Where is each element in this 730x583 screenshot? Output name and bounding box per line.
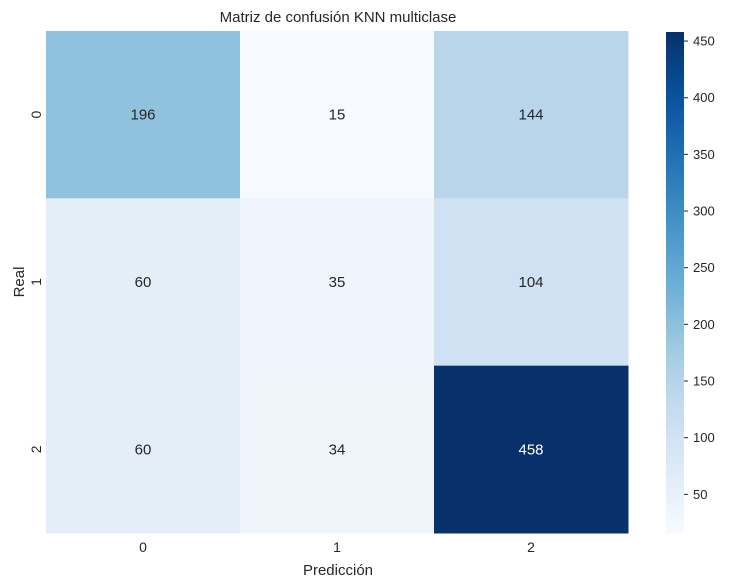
heatmap-cell: [46, 31, 241, 199]
cell-value-label: 15: [329, 107, 346, 124]
colorbar-tick-label: 100: [693, 430, 715, 445]
heatmap-cell: [240, 31, 435, 199]
chart-title: Matriz de confusión KNN multiclase: [220, 9, 457, 26]
y-axis-ticks: 0 1 2: [28, 111, 44, 454]
colorbar-tick-label: 150: [693, 374, 715, 389]
heatmap-cell: [240, 365, 435, 534]
colorbar-tick-label: 350: [693, 147, 715, 162]
x-axis-ticks: 0 1 2: [139, 539, 535, 555]
heatmap-cell-labels: 196 15 144 60 35 104 60 34 458: [130, 107, 543, 459]
cell-value-label: 35: [329, 274, 346, 291]
y-tick-label: 0: [28, 111, 44, 119]
cell-value-label: 144: [518, 107, 543, 124]
y-axis-label: Real: [11, 267, 28, 298]
heatmap-cell: [240, 198, 435, 367]
cell-value-label: 60: [135, 274, 152, 291]
x-tick-label: 0: [139, 539, 147, 555]
heatmap-cell: [434, 198, 629, 367]
colorbar: [666, 32, 684, 534]
colorbar-tick-label: 200: [693, 317, 715, 332]
colorbar-tick-label: 400: [693, 90, 715, 105]
colorbar-ticks: 50 100 150 200 250 300 350 400 450: [684, 34, 715, 502]
colorbar-tick-label: 50: [693, 487, 707, 502]
colorbar-tick-label: 450: [693, 34, 715, 49]
cell-value-label: 104: [518, 274, 543, 291]
heatmap-cell: [434, 31, 629, 199]
x-tick-label: 2: [527, 539, 535, 555]
heatmap-cell: [46, 365, 241, 534]
x-tick-label: 1: [333, 539, 341, 555]
heatmap-cells: [46, 31, 629, 534]
heatmap-cell: [46, 198, 241, 367]
cell-value-label: 458: [518, 441, 543, 458]
heatmap-cell: [434, 365, 629, 534]
x-axis-label: Predicción: [303, 562, 373, 579]
colorbar-tick-label: 250: [693, 260, 715, 275]
colorbar-tick-label: 300: [693, 204, 715, 219]
y-tick-label: 2: [28, 445, 44, 453]
cell-value-label: 60: [135, 441, 152, 458]
cell-value-label: 34: [329, 441, 346, 458]
y-tick-label: 1: [28, 278, 44, 286]
cell-value-label: 196: [130, 107, 155, 124]
